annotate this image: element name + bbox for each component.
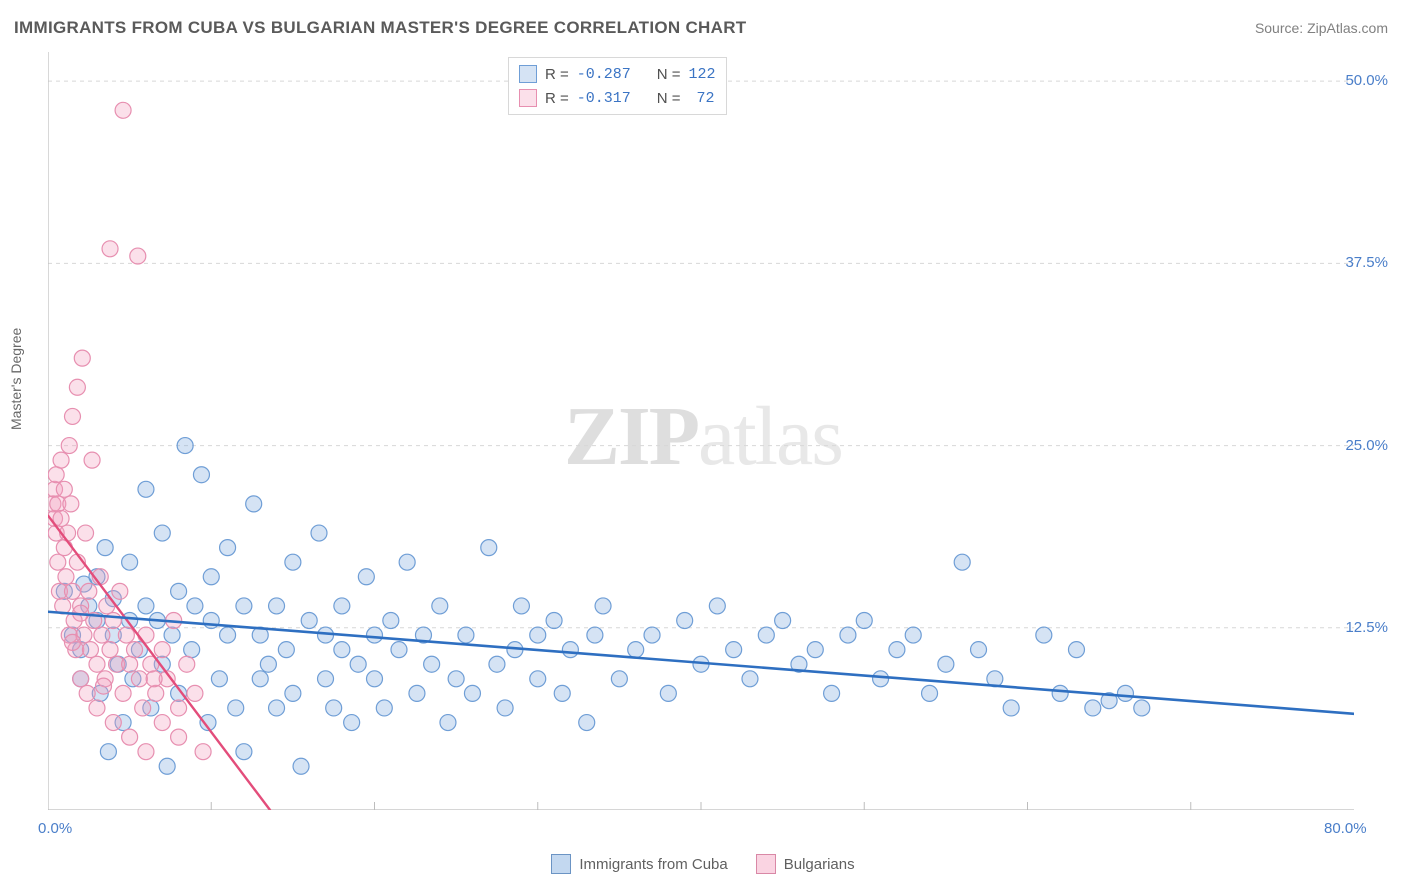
legend-r-label: R = xyxy=(545,66,569,83)
y-tick-label: 37.5% xyxy=(1345,254,1388,271)
source-attribution: Source: ZipAtlas.com xyxy=(1255,20,1388,36)
x-tick-label: 0.0% xyxy=(38,820,72,837)
y-tick-label: 12.5% xyxy=(1345,619,1388,636)
legend-swatch-icon xyxy=(519,65,537,83)
legend-n-value: 122 xyxy=(689,66,716,83)
correlation-legend: R = -0.287 N = 122 R = -0.317 N = 72 xyxy=(508,57,727,115)
legend-item: Bulgarians xyxy=(756,854,855,874)
chart-area xyxy=(48,52,1354,810)
legend-series-label: Immigrants from Cuba xyxy=(579,856,727,873)
legend-row: R = -0.317 N = 72 xyxy=(519,86,716,110)
series-legend: Immigrants from Cuba Bulgarians xyxy=(0,854,1406,874)
legend-r-value: -0.317 xyxy=(577,90,631,107)
legend-n-value: 72 xyxy=(689,90,715,107)
legend-swatch-icon xyxy=(551,854,571,874)
x-tick-label: 80.0% xyxy=(1324,820,1367,837)
legend-n-label: N = xyxy=(657,90,681,107)
source-value: ZipAtlas.com xyxy=(1307,20,1388,36)
legend-n-label: N = xyxy=(657,66,681,83)
legend-swatch-icon xyxy=(519,89,537,107)
source-label: Source: xyxy=(1255,20,1303,36)
y-axis-label: Master's Degree xyxy=(8,328,24,430)
legend-row: R = -0.287 N = 122 xyxy=(519,62,716,86)
legend-r-label: R = xyxy=(545,90,569,107)
y-tick-label: 25.0% xyxy=(1345,437,1388,454)
page-title: IMMIGRANTS FROM CUBA VS BULGARIAN MASTER… xyxy=(14,18,746,38)
y-tick-label: 50.0% xyxy=(1345,72,1388,89)
scatter-plot-svg xyxy=(48,52,1354,810)
legend-series-label: Bulgarians xyxy=(784,856,855,873)
legend-item: Immigrants from Cuba xyxy=(551,854,727,874)
legend-swatch-icon xyxy=(756,854,776,874)
legend-r-value: -0.287 xyxy=(577,66,631,83)
